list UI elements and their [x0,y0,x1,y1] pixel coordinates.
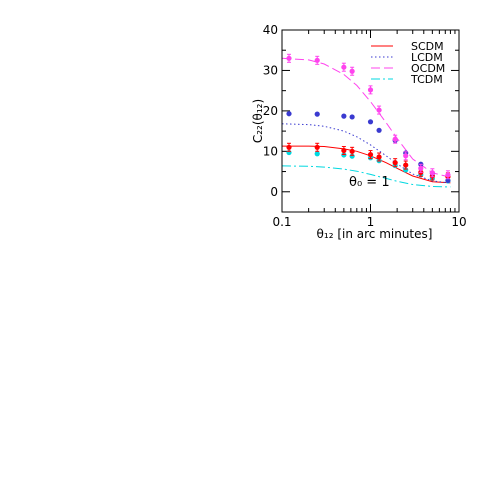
data-point-lcdm [376,127,382,133]
data-point-ocdm [341,64,347,70]
data-point-scdm [286,144,292,150]
legend-label-scdm: SCDM [411,40,444,53]
data-point-scdm [349,148,355,154]
legend-label-lcdm: LCDM [411,51,443,64]
legend-label-ocdm: OCDM [411,62,445,75]
data-point-tcdm [314,151,320,157]
data-point-ocdm [349,68,355,74]
data-point-lcdm [367,119,374,125]
theta0-annotation: θ₀ = 1 [349,175,390,190]
y-tick-label: 30 [263,63,278,77]
data-point-scdm [314,144,320,150]
data-point-ocdm [314,57,320,63]
data-point-ocdm [445,172,451,178]
data-point-ocdm [418,165,424,171]
data-point-scdm [341,147,347,154]
x-tick-label: 0.1 [272,215,291,229]
data-point-ocdm [392,136,398,142]
y-axis-label: C₂₂(θ₁₂) [251,99,265,143]
data-point-ocdm [429,170,435,176]
data-point-ocdm [376,107,382,113]
data-point-scdm [392,160,398,166]
y-tick-label: 20 [263,104,278,118]
y-tick-label: 40 [263,23,278,37]
data-point-scdm [367,151,374,158]
y-tick-label: 10 [263,144,278,158]
data-point-lcdm [341,113,347,119]
y-tick-label: 0 [270,185,278,199]
data-point-ocdm [403,153,409,159]
data-point-scdm [403,162,409,168]
data-point-lcdm [314,111,320,117]
x-tick-label: 10 [451,215,466,229]
x-axis-label: θ₁₂ [in arc minutes] [317,227,433,241]
data-point-lcdm [349,114,355,120]
data-point-lcdm [286,111,292,117]
data-point-ocdm [286,55,292,61]
axis-ticks: 0.1 1 10 0 10 20 30 40 [263,23,467,229]
series-line-tcdm [282,165,451,188]
x-tick-label: 1 [367,215,375,229]
data-point-scdm [376,154,382,160]
legend-label-tcdm: TCDM [410,73,443,86]
data-point-ocdm [367,87,374,93]
